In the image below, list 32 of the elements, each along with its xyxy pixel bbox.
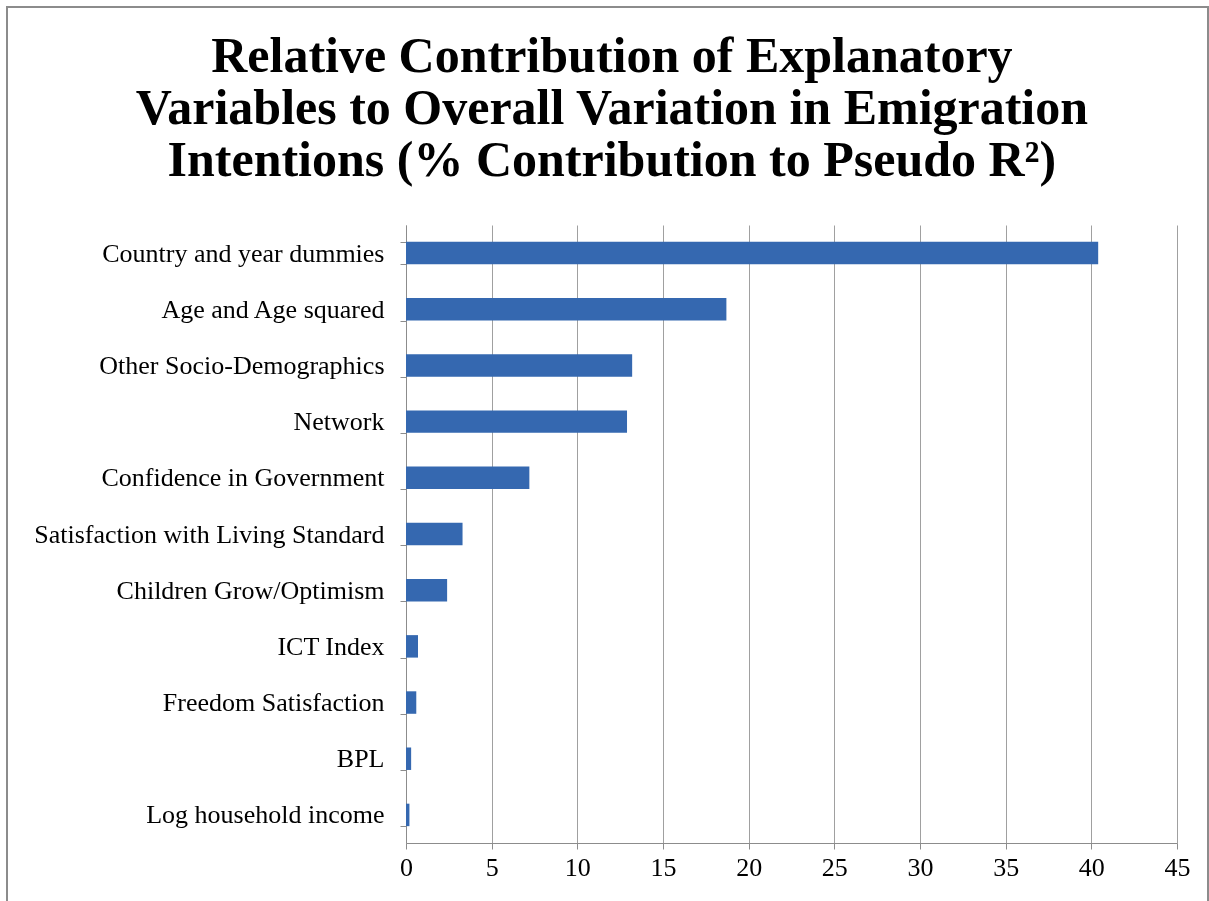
bar (406, 410, 628, 433)
x-tick-label: 45 (1164, 852, 1191, 882)
y-tick-label: Other Socio-Demographics (99, 350, 385, 380)
y-tick-label: Satisfaction with Living Standard (34, 519, 385, 549)
bar (406, 578, 448, 602)
x-tick-label: 25 (821, 852, 848, 882)
bar (406, 691, 417, 714)
x-tick-label: 5 (485, 852, 499, 882)
bar (406, 354, 633, 377)
x-tick-label: 35 (993, 852, 1020, 882)
y-tick-label: Confidence in Government (101, 463, 386, 493)
bar (406, 466, 530, 490)
y-tick-label: Children Grow/Optimism (116, 575, 385, 605)
chart-title: Relative Contribution of Explanatory Variables to Overall Variation in Emigration Intentions (% Contribution to Pseudo R²) (135, 27, 1089, 187)
x-tick-label: 15 (650, 852, 677, 882)
y-tick-label: BPL (336, 744, 385, 774)
bar (406, 241, 1099, 265)
x-tick-label: 30 (907, 852, 934, 882)
bar (406, 747, 412, 770)
y-tick-label: Age and Age squared (161, 294, 385, 324)
x-tick-label: 0 (400, 852, 413, 882)
bar (406, 298, 727, 321)
x-tick-label: 40 (1078, 852, 1105, 882)
y-tick-label: ICT Index (277, 631, 385, 661)
y-tick-label: Network (293, 407, 385, 437)
bar (406, 635, 418, 658)
bar (406, 522, 463, 546)
y-tick-label: Country and year dummies (102, 238, 385, 268)
y-tick-label: Log household income (146, 800, 385, 830)
x-tick-label: 10 (564, 852, 591, 882)
x-tick-label: 20 (736, 852, 763, 882)
y-tick-label: Freedom Satisfaction (162, 688, 385, 718)
